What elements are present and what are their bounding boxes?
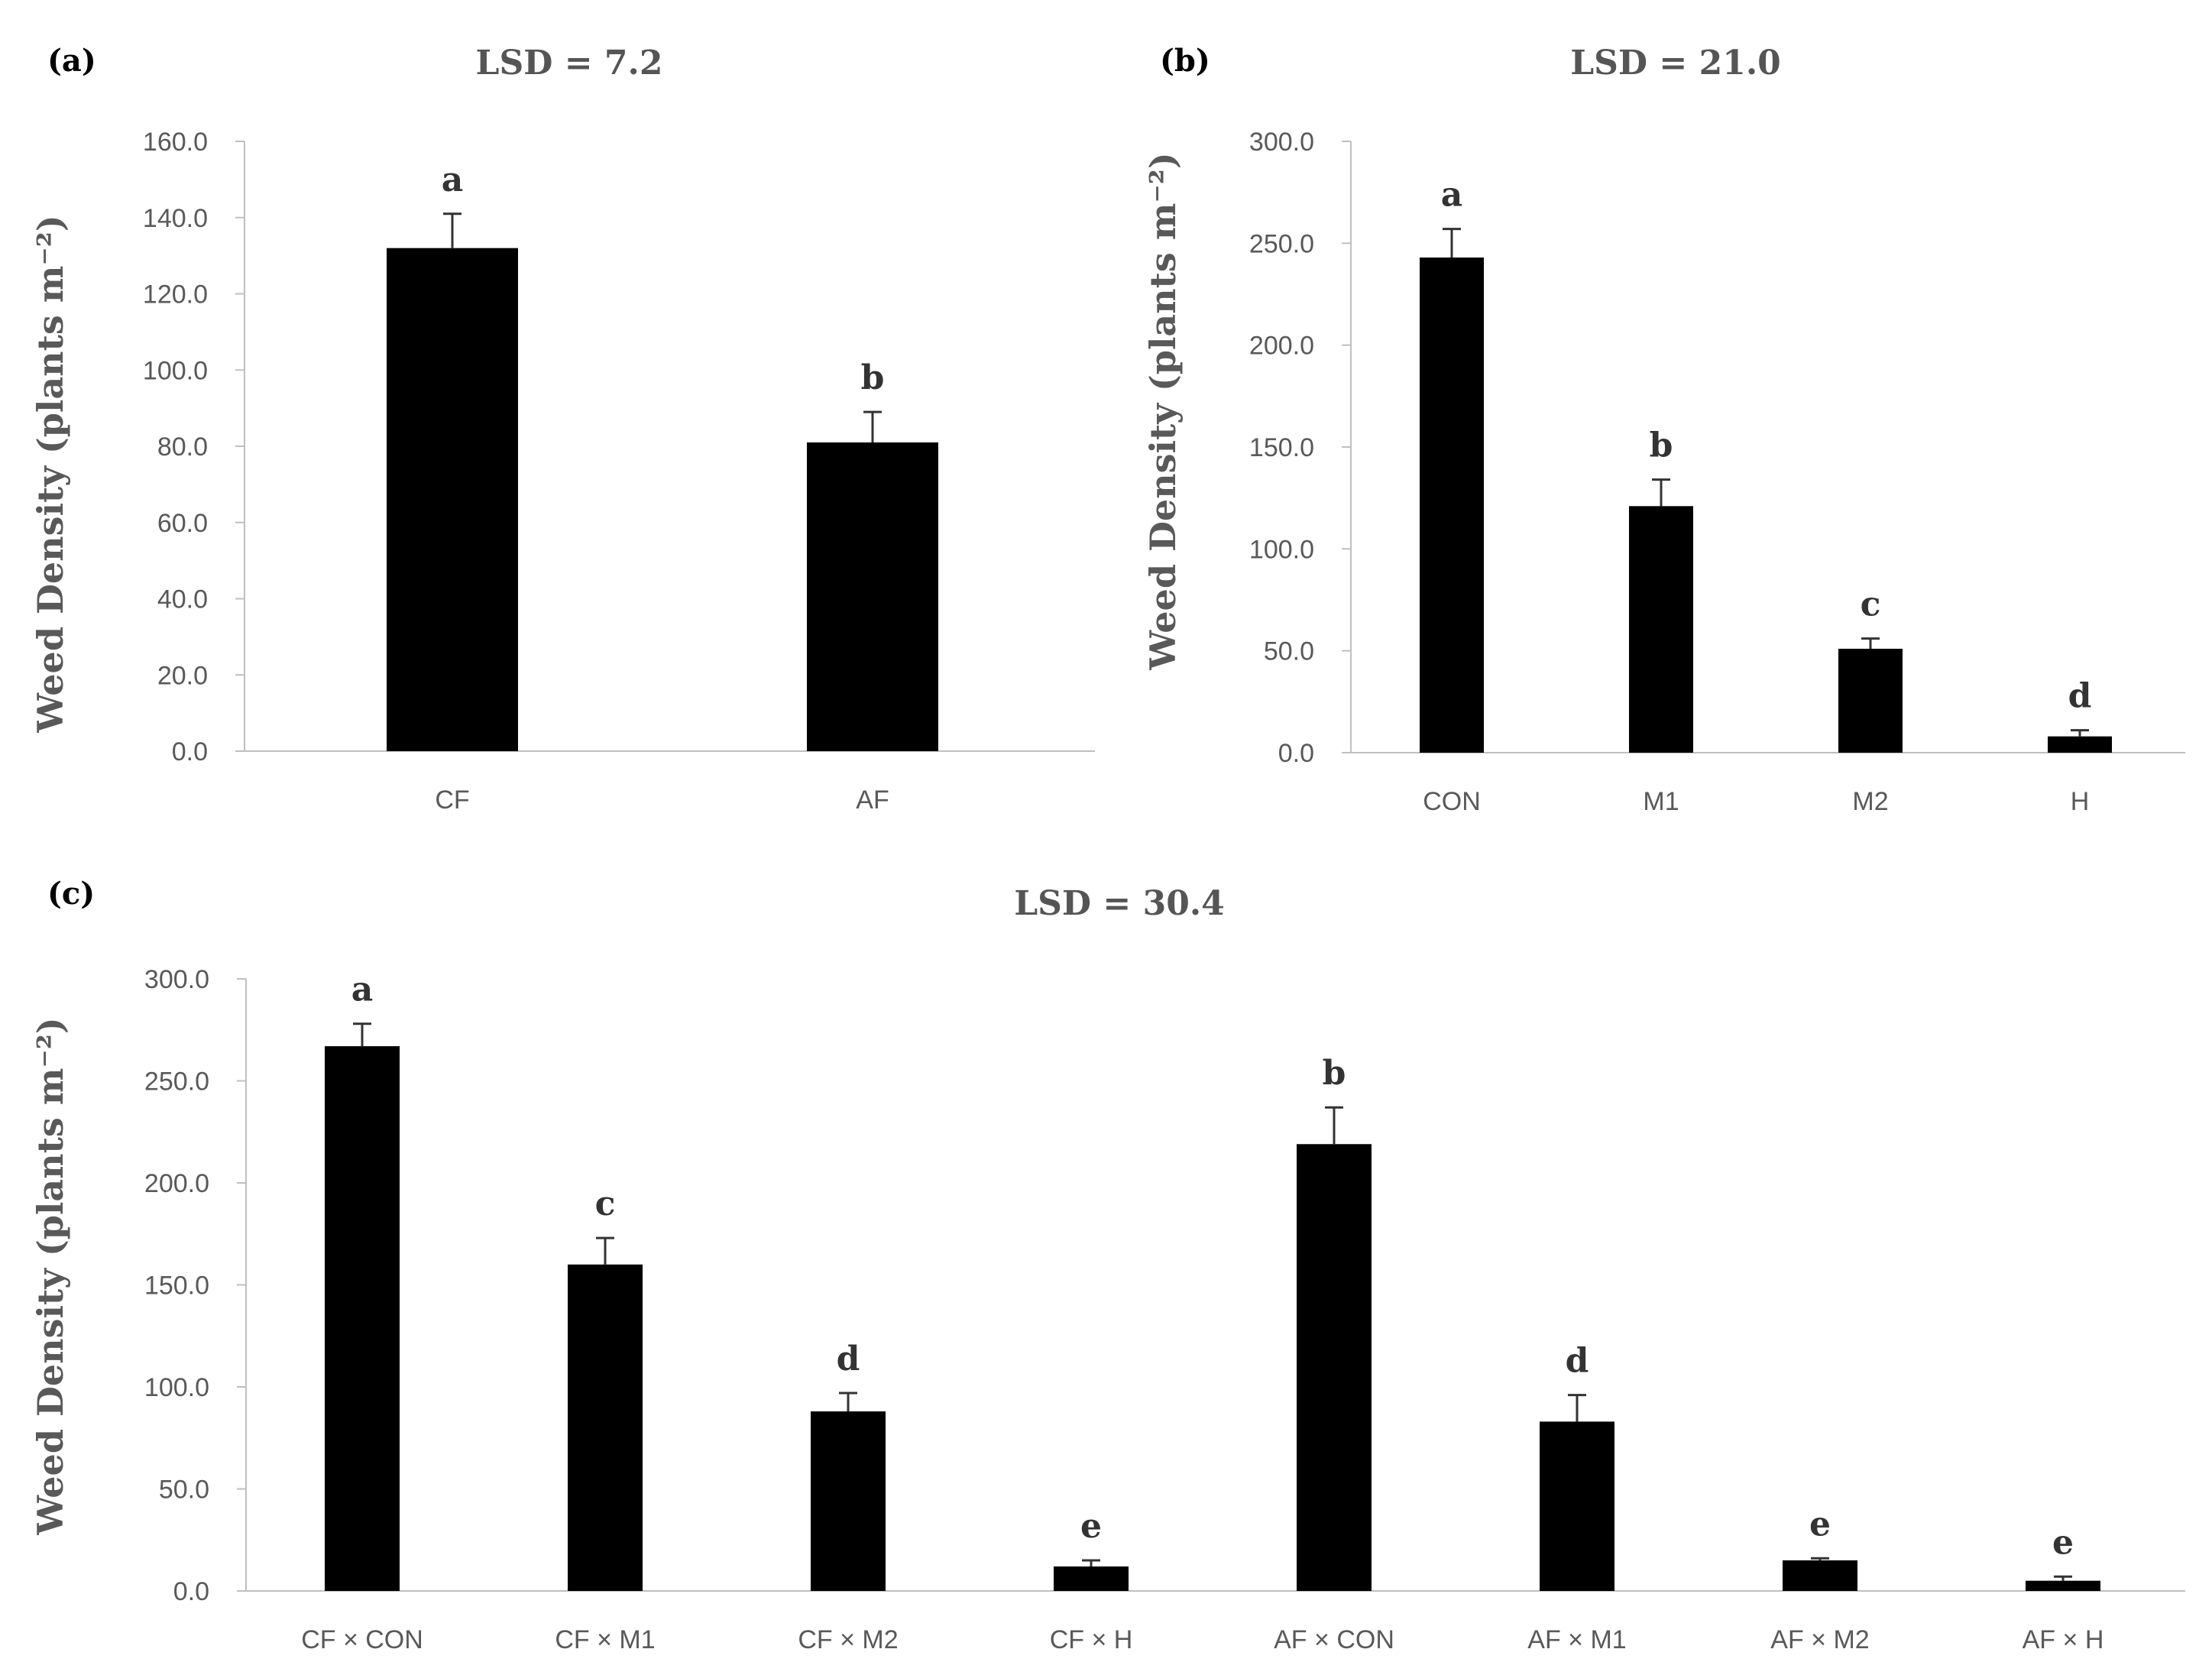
panel-a-title: LSD = 7.2 <box>476 44 663 83</box>
panel-a-bar <box>807 442 938 751</box>
panel-c-significance-letter: d <box>1566 1342 1589 1381</box>
panel-a-significance-letter: b <box>861 358 885 397</box>
panel-c-bar <box>1783 1560 1857 1591</box>
panel-c-bar <box>2026 1580 2100 1591</box>
panel-b-y-tick-label: 50.0 <box>1264 637 1314 666</box>
panel-a-y-tick-label: 100.0 <box>143 356 208 385</box>
panel-c-title: LSD = 30.4 <box>1014 884 1225 923</box>
panel-a-y-tick-label: 20.0 <box>157 661 208 690</box>
panel-c-significance-letter: d <box>837 1340 860 1379</box>
panel-c-category-label: AF × M1 <box>1527 1625 1626 1654</box>
panel-c-category-label: CF × M1 <box>555 1625 655 1654</box>
panel-a-category-label: CF <box>435 786 469 815</box>
panel-b-y-tick-label: 100.0 <box>1249 535 1314 564</box>
panel-c-significance-letter: c <box>595 1184 616 1223</box>
panel-a-y-tick-label: 60.0 <box>157 509 208 538</box>
panel-c-y-tick-label: 200.0 <box>144 1169 209 1198</box>
panel-b-significance-letter: d <box>2068 677 2092 716</box>
panel-c-bar <box>1540 1421 1614 1591</box>
panel-c-significance-letter: e <box>1809 1505 1831 1544</box>
panel-b-bar <box>2048 736 2112 753</box>
panel-b-significance-letter: c <box>1861 585 1881 624</box>
panel-b-category-label: CON <box>1423 787 1481 816</box>
panel-b: (b) LSD = 21.0 Weed Density (plants m⁻²)… <box>1142 43 2185 816</box>
panel-a-y-tick-label: 40.0 <box>157 585 208 614</box>
panel-c-bar <box>1054 1566 1129 1591</box>
panel-c-category-label: CF × H <box>1050 1625 1133 1654</box>
panel-c-bar <box>568 1264 643 1591</box>
panel-b-y-tick-label: 300.0 <box>1249 128 1314 157</box>
panel-a-y-tick-label: 140.0 <box>143 204 208 233</box>
panel-a-y-tick-label: 80.0 <box>157 433 208 462</box>
panel-c-category-label: AF × CON <box>1274 1625 1394 1654</box>
panel-c-y-tick-label: 0.0 <box>173 1577 209 1606</box>
panel-c-category-label: AF × H <box>2023 1625 2104 1654</box>
panel-a-category-label: AF <box>856 786 889 815</box>
panel-b-bar <box>1838 649 1903 753</box>
panel-a-bar <box>387 248 518 751</box>
panel-b-bar <box>1629 506 1693 753</box>
panel-a: (a) LSD = 7.2 Weed Density (plants m⁻²) … <box>30 43 1095 815</box>
panel-b-y-tick-label: 0.0 <box>1278 739 1314 768</box>
panel-c-category-label: AF × M2 <box>1770 1625 1869 1654</box>
panel-b-y-axis-label: Weed Density (plants m⁻²) <box>1142 152 1184 670</box>
panel-a-y-axis-label: Weed Density (plants m⁻²) <box>30 215 71 733</box>
panel-c-y-tick-label: 150.0 <box>144 1272 209 1301</box>
panel-c-significance-letter: a <box>351 970 374 1009</box>
panel-c-y-tick-label: 300.0 <box>144 965 209 994</box>
panel-c-y-tick-label: 250.0 <box>144 1068 209 1097</box>
panel-b-category-label: H <box>2071 787 2090 816</box>
panel-c: (c) LSD = 30.4 Weed Density (plants m⁻²)… <box>30 876 2185 1654</box>
panel-c-y-tick-label: 50.0 <box>159 1476 209 1505</box>
panel-c-significance-letter: e <box>1080 1507 1102 1546</box>
panel-b-title: LSD = 21.0 <box>1570 44 1781 83</box>
panel-c-label: (c) <box>47 876 95 912</box>
panel-b-y-tick-label: 200.0 <box>1249 332 1314 361</box>
panel-c-bar <box>811 1411 886 1591</box>
panel-b-category-label: M2 <box>1852 787 1888 816</box>
panel-c-y-axis-label: Weed Density (plants m⁻²) <box>30 1017 71 1535</box>
panel-c-category-label: CF × CON <box>301 1625 423 1654</box>
panel-b-significance-letter: a <box>1441 176 1463 215</box>
panel-c-significance-letter: e <box>2052 1523 2074 1562</box>
panel-c-category-label: CF × M2 <box>798 1625 898 1654</box>
panel-b-category-label: M1 <box>1643 787 1679 816</box>
panel-a-y-tick-label: 120.0 <box>143 280 208 309</box>
panel-b-y-tick-label: 150.0 <box>1249 433 1314 462</box>
panel-c-bar <box>1297 1144 1372 1591</box>
panel-c-y-tick-label: 100.0 <box>144 1373 209 1402</box>
panel-c-significance-letter: b <box>1323 1054 1346 1093</box>
panel-b-y-tick-label: 250.0 <box>1249 229 1314 258</box>
panel-b-significance-letter: b <box>1650 426 1673 465</box>
panel-c-bar <box>325 1046 400 1591</box>
panel-b-bar <box>1420 258 1484 753</box>
panel-b-label: (b) <box>1160 43 1210 79</box>
panel-a-label: (a) <box>47 43 96 79</box>
panel-a-y-tick-label: 0.0 <box>172 737 208 766</box>
panel-a-significance-letter: a <box>442 160 464 199</box>
panel-a-y-tick-label: 160.0 <box>143 128 208 157</box>
